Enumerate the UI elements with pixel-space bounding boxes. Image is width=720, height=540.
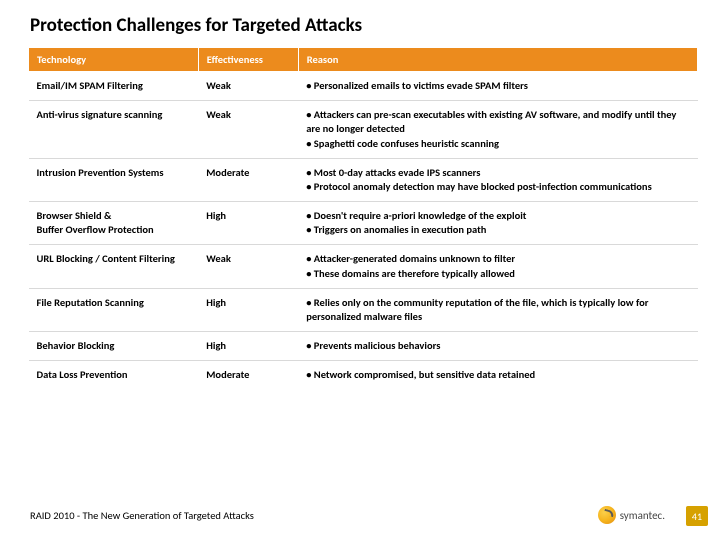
cell-effectiveness: Moderate: [198, 158, 298, 201]
cell-reason: • Attackers can pre-scan executables wit…: [298, 101, 697, 159]
table-header-row: Technology Effectiveness Reason: [29, 48, 698, 72]
col-header-technology: Technology: [29, 48, 199, 72]
table-row: File Reputation ScanningHigh • Relies onl…: [29, 288, 698, 331]
cell-effectiveness: High: [198, 202, 298, 245]
symantec-logo-text: symantec.: [620, 509, 665, 522]
reason-bullet: • Relies only on the community reputatio…: [306, 296, 689, 324]
cell-reason: • Doesn't require a-priori knowledge of …: [298, 202, 697, 245]
col-header-effectiveness: Effectiveness: [198, 48, 298, 72]
cell-reason: • Attacker-generated domains unknown to …: [298, 245, 697, 288]
cell-technology: Data Loss Prevention: [29, 361, 199, 390]
protection-table: Technology Effectiveness Reason Email/IM…: [28, 47, 698, 389]
footer-text: RAID 2010 - The New Generation of Target…: [30, 509, 254, 522]
cell-effectiveness: Weak: [198, 101, 298, 159]
cell-technology: Anti-virus signature scanning: [29, 101, 199, 159]
table-row: Browser Shield &Buffer Overflow Protecti…: [29, 202, 698, 245]
cell-reason: • Relies only on the community reputatio…: [298, 288, 697, 331]
table-row: Email/IM SPAM FilteringWeak • Personalize…: [29, 72, 698, 101]
reason-bullet: • Prevents malicious behaviors: [306, 339, 689, 353]
cell-reason: • Prevents malicious behaviors: [298, 332, 697, 361]
cell-reason: • Personalized emails to victims evade S…: [298, 72, 697, 101]
reason-bullet: • Protocol anomaly detection may have bl…: [306, 180, 689, 194]
reason-bullet: • Personalized emails to victims evade S…: [306, 79, 689, 93]
cell-effectiveness: Weak: [198, 72, 298, 101]
reason-bullet: • Network compromised, but sensitive dat…: [306, 368, 689, 382]
reason-bullet: • These domains are therefore typically …: [306, 267, 689, 281]
reason-bullet: • Attacker-generated domains unknown to …: [306, 252, 689, 266]
cell-reason: • Most 0-day attacks evade IPS scanners•…: [298, 158, 697, 201]
col-header-reason: Reason: [298, 48, 697, 72]
cell-effectiveness: Weak: [198, 245, 298, 288]
symantec-logo: symantec.: [598, 506, 665, 524]
table-row: Behavior BlockingHigh • Prevents maliciou…: [29, 332, 698, 361]
symantec-logo-icon: [598, 506, 616, 524]
cell-technology: Email/IM SPAM Filtering: [29, 72, 199, 101]
cell-effectiveness: High: [198, 288, 298, 331]
page-title: Protection Challenges for Targeted Attac…: [0, 0, 720, 47]
cell-technology: Browser Shield &Buffer Overflow Protecti…: [29, 202, 199, 245]
reason-bullet: • Doesn't require a-priori knowledge of …: [306, 209, 689, 223]
reason-bullet: • Most 0-day attacks evade IPS scanners: [306, 166, 689, 180]
cell-technology: URL Blocking / Content Filtering: [29, 245, 199, 288]
cell-effectiveness: High: [198, 332, 298, 361]
table-row: Intrusion Prevention SystemsModerate• Mo…: [29, 158, 698, 201]
reason-bullet: • Spaghetti code confuses heuristic scan…: [306, 137, 689, 151]
page-number-badge: 41: [686, 506, 708, 526]
table-row: Data Loss PreventionModerate • Network co…: [29, 361, 698, 390]
cell-reason: • Network compromised, but sensitive dat…: [298, 361, 697, 390]
cell-technology: Intrusion Prevention Systems: [29, 158, 199, 201]
cell-technology: Behavior Blocking: [29, 332, 199, 361]
table-row: URL Blocking / Content FilteringWeak • At…: [29, 245, 698, 288]
cell-technology: File Reputation Scanning: [29, 288, 199, 331]
reason-bullet: • Triggers on anomalies in execution pat…: [306, 223, 689, 237]
cell-effectiveness: Moderate: [198, 361, 298, 390]
table-row: Anti-virus signature scanningWeak • Attac…: [29, 101, 698, 159]
reason-bullet: • Attackers can pre-scan executables wit…: [306, 108, 689, 136]
